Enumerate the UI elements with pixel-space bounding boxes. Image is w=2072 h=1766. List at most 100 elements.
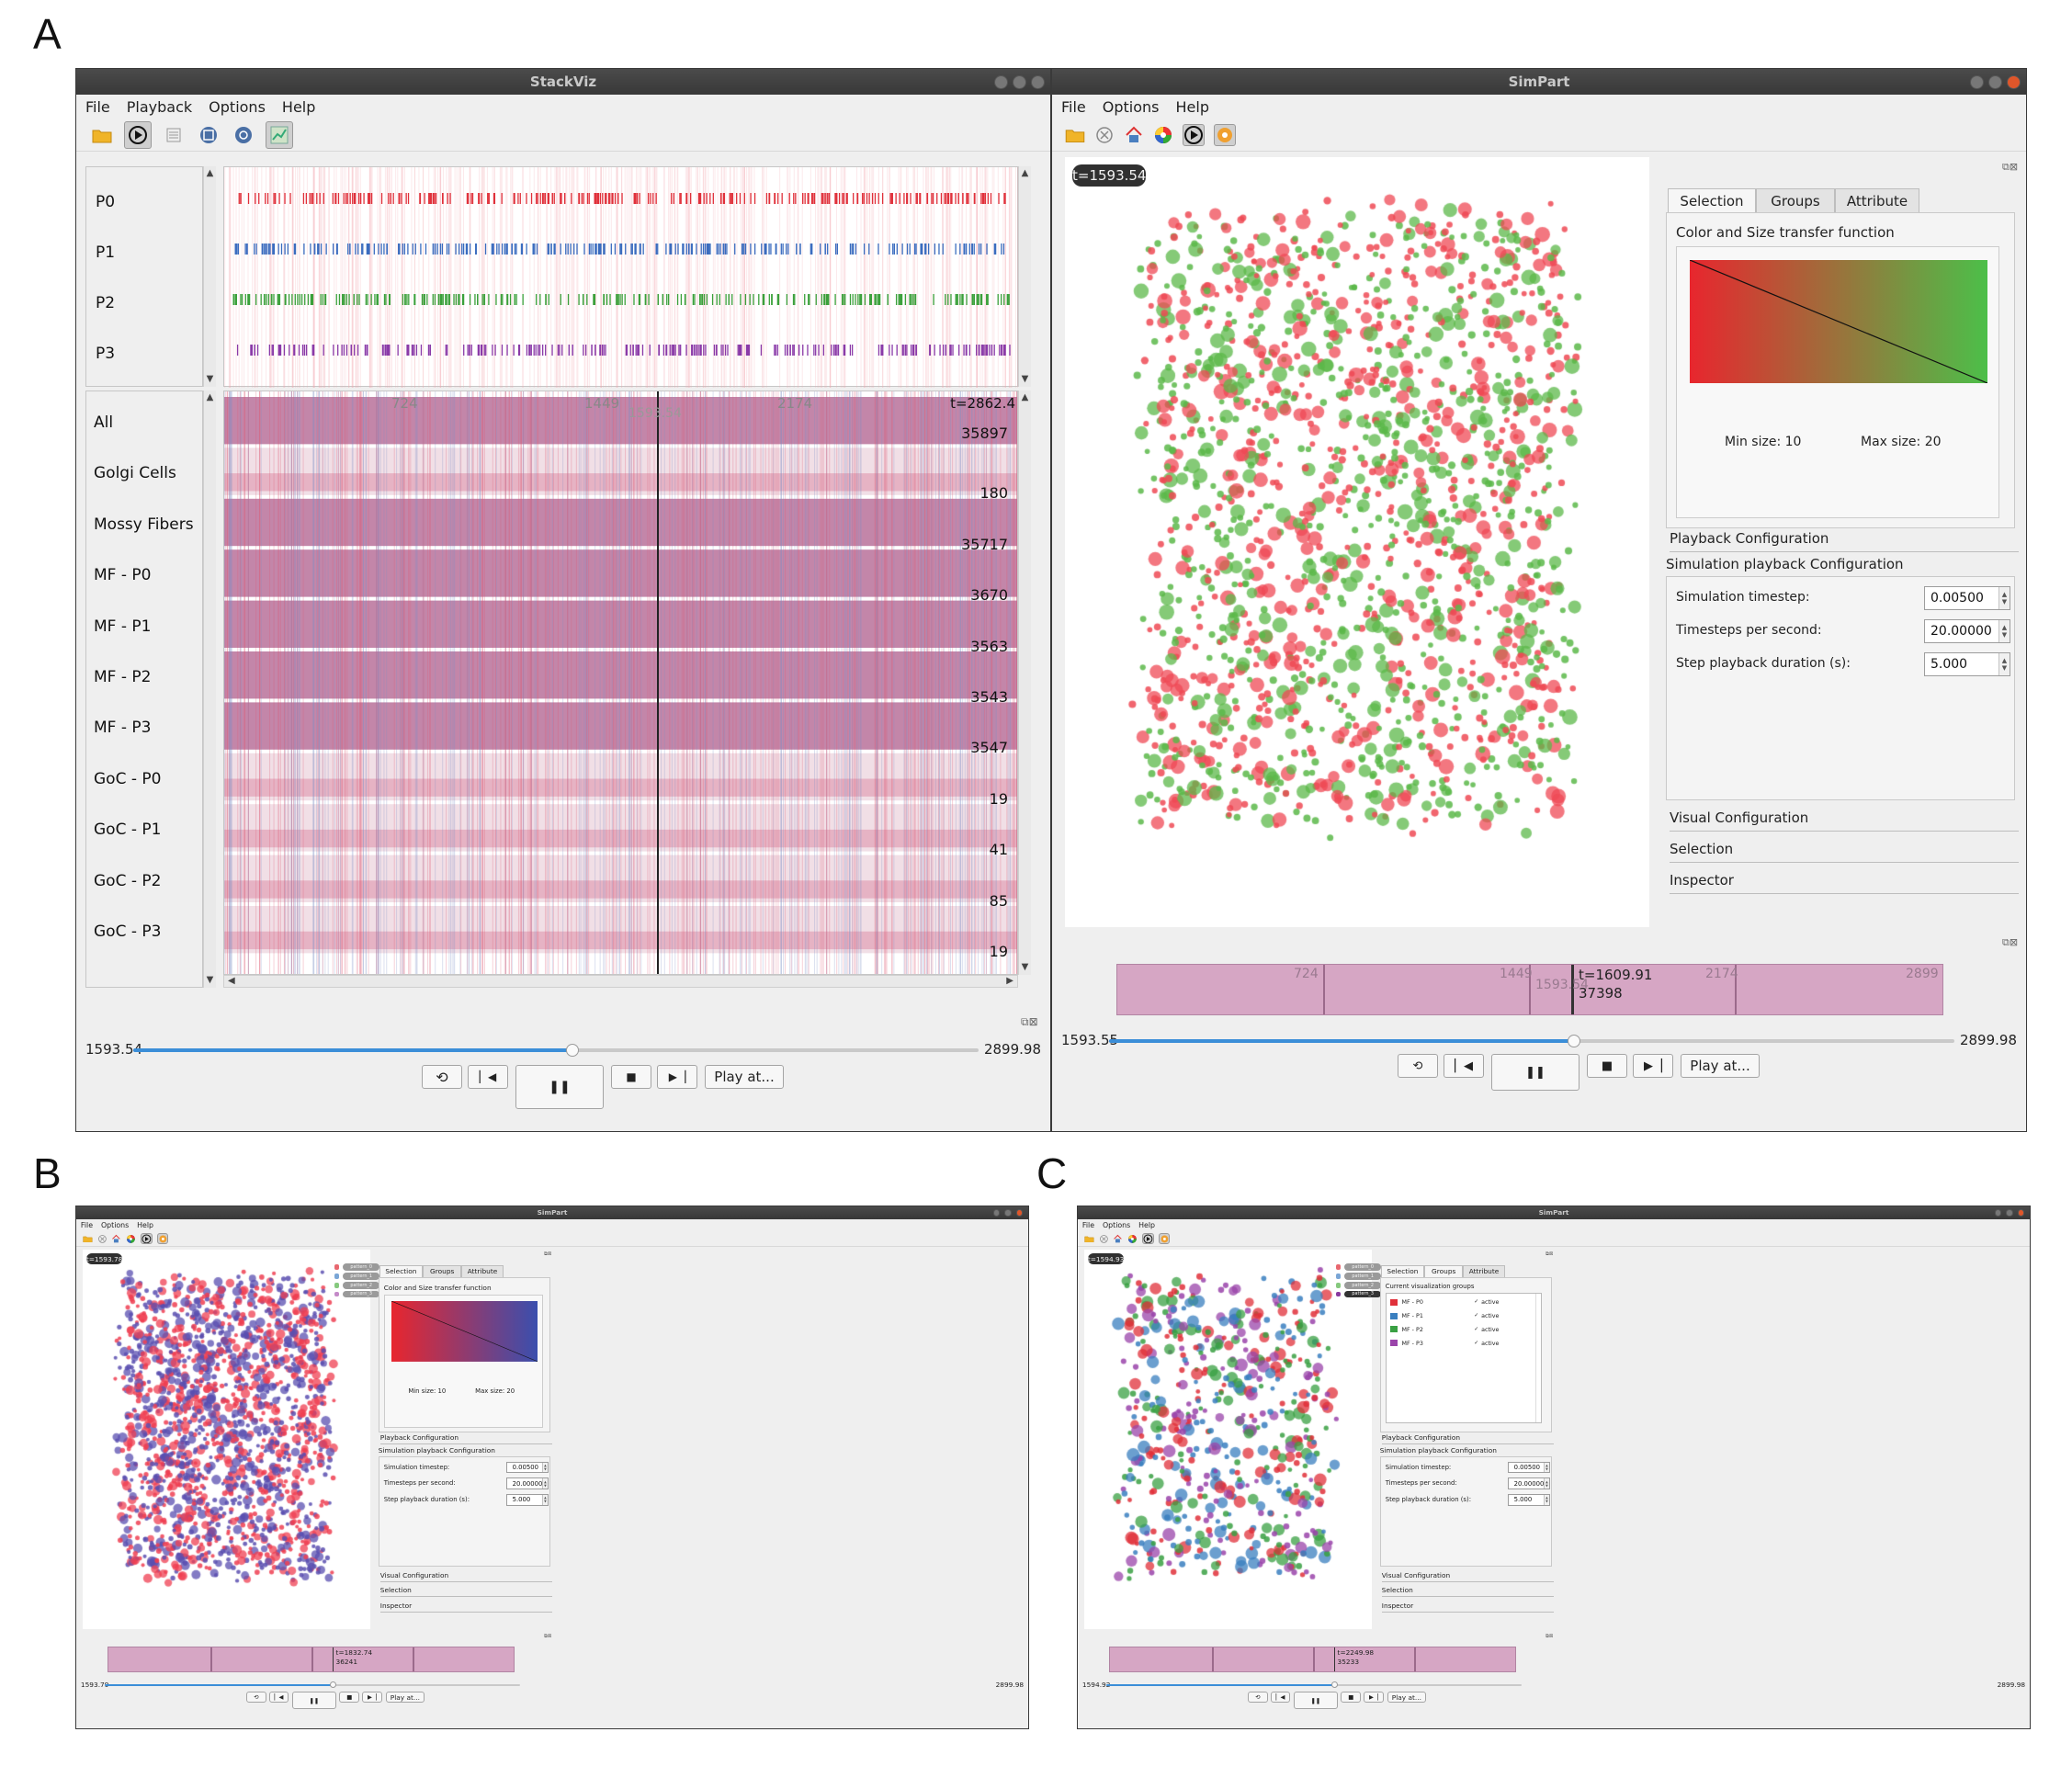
particle-canvas[interactable] [1083,1250,1372,1629]
close-icon[interactable] [1015,1209,1023,1217]
home-icon[interactable] [1124,125,1144,145]
spin-arrows-icon[interactable]: ▲ ▼ [1543,1495,1549,1505]
render-view[interactable]: t=1594.93 pattern_0 pattern_1 pattern_2 … [1083,1250,1382,1629]
spin-arrows-icon[interactable]: ▲ ▼ [1543,1462,1549,1473]
minimize-icon[interactable] [1970,74,1984,89]
home-icon[interactable] [111,1234,121,1244]
menu-file[interactable]: File [85,97,110,116]
stop-button[interactable]: ■ [1341,1691,1362,1704]
zoom-fit-icon[interactable] [196,122,221,148]
raster-scrollbar[interactable]: ▲ ▼ [1018,166,1031,387]
playback-slider[interactable] [104,1681,521,1689]
cancel-icon[interactable] [97,1234,108,1244]
tab-groups[interactable]: Groups [1424,1264,1464,1277]
cancel-icon[interactable] [1099,1234,1109,1244]
field-input[interactable]: 0.00500 ▲ ▼ [505,1461,549,1474]
play-at-button[interactable]: Play at... [705,1065,784,1089]
stack-label-scrollbar[interactable]: ▲ ▼ [203,391,216,988]
transfer-function-chart[interactable] [1690,260,1987,383]
settings-icon[interactable] [156,1232,169,1245]
tab-groups[interactable]: Groups [1756,188,1835,212]
pause-button[interactable]: ❚❚ [515,1065,604,1109]
legend-item[interactable]: pattern_0 [334,1263,380,1271]
menu-options[interactable]: Options [100,1220,130,1229]
step-forward-button[interactable]: ▶▕ [1633,1054,1673,1078]
stop-button[interactable]: ■ [611,1065,651,1089]
spin-arrows-icon[interactable]: ▲ ▼ [1998,587,2010,609]
open-folder-icon[interactable] [1065,127,1085,143]
tab-selection[interactable]: Selection [1380,1264,1425,1277]
section-header[interactable]: Visual Configuration [1670,809,2019,832]
menu-options[interactable]: Options [1102,97,1160,116]
checkbox-icon[interactable]: ✓ [1474,1313,1479,1319]
pause-button[interactable]: ❚❚ [1491,1054,1579,1091]
color-wheel-icon[interactable] [126,1234,136,1244]
playback-config-header[interactable]: Playback Configuration [379,1433,552,1444]
stop-button[interactable]: ■ [339,1691,360,1704]
minimize-icon[interactable] [992,1209,1001,1217]
group-row[interactable]: MF - P1 ✓ active [1389,1310,1535,1321]
slider-handle[interactable] [1568,1035,1580,1047]
dock-buttons[interactable]: ⧉⊠ [1545,1251,1554,1258]
checkbox-icon[interactable]: ✓ [1474,1340,1479,1346]
restart-button[interactable]: ⟲ [1398,1054,1438,1078]
timeline-overview[interactable]: t=2249.98 35233 [1109,1647,1517,1672]
pause-button[interactable]: ❚❚ [1294,1691,1338,1710]
timeline-overview[interactable]: t=1832.74 36241 [108,1647,515,1672]
group-row[interactable]: MF - P3 ✓ active [1389,1338,1535,1349]
menu-playback[interactable]: Playback [126,97,193,116]
section-header[interactable]: Visual Configuration [1381,1571,1554,1582]
play-icon[interactable] [140,1232,153,1245]
menu-options[interactable]: Options [209,97,266,116]
tab-attribute[interactable]: Attribute [1463,1264,1505,1277]
settings-icon[interactable] [1158,1232,1171,1245]
menu-help[interactable]: Help [137,1220,154,1229]
field-input[interactable]: 20.00000 ▲ ▼ [1924,619,2010,643]
pause-button[interactable]: ❚❚ [292,1691,336,1710]
list-scrollbar[interactable] [1534,1293,1541,1423]
spin-arrows-icon[interactable]: ▲ ▼ [1998,653,2010,675]
spin-arrows-icon[interactable]: ▲ ▼ [541,1462,548,1473]
step-forward-button[interactable]: ▶▕ [1364,1691,1384,1704]
spin-arrows-icon[interactable]: ▲ ▼ [541,1495,548,1505]
play-icon[interactable] [1183,123,1205,146]
open-folder-icon[interactable] [1084,1235,1094,1243]
slider-handle[interactable] [1331,1681,1339,1689]
tab-attribute[interactable]: Attribute [461,1264,504,1277]
menu-file[interactable]: File [80,1220,94,1229]
dock-buttons[interactable]: ⧉⊠ [2002,161,2019,173]
section-header[interactable]: Visual Configuration [379,1571,552,1582]
cancel-icon[interactable] [1094,125,1115,145]
restart-button[interactable]: ⟲ [1248,1691,1268,1704]
maximize-icon[interactable] [1004,1209,1012,1217]
minimize-icon[interactable] [994,74,1008,89]
legend-item[interactable]: pattern_3 [334,1290,380,1298]
spin-arrows-icon[interactable]: ▲ ▼ [1543,1478,1549,1489]
group-row[interactable]: MF - P2 ✓ active [1389,1324,1535,1335]
close-icon[interactable] [2017,1209,2024,1217]
open-folder-icon[interactable] [89,122,115,148]
checkbox-icon[interactable]: ✓ [1474,1299,1479,1306]
legend-item[interactable]: pattern_2 [1335,1281,1382,1289]
spin-arrows-icon[interactable]: ▲ ▼ [541,1478,548,1489]
legend-item[interactable]: pattern_1 [1335,1272,1382,1280]
tab-selection[interactable]: Selection [379,1264,424,1277]
playback-config-header[interactable]: Playback Configuration [1670,530,2019,552]
spin-arrows-icon[interactable]: ▲ ▼ [1998,620,2010,642]
timeline-overview[interactable]: 724 1449 1593.54 2174 2899 t=1609.91 37398 [1116,964,1943,1015]
particle-canvas[interactable] [1065,157,1649,927]
dock-buttons[interactable]: ⧉⊠ [1021,1015,1038,1028]
restart-button[interactable]: ⟲ [246,1691,266,1704]
tab-groups[interactable]: Groups [423,1264,462,1277]
tab-attribute[interactable]: Attribute [1835,188,1919,212]
close-icon[interactable] [1031,74,1045,89]
step-forward-button[interactable]: ▶▕ [362,1691,382,1704]
checkbox-icon[interactable]: ✓ [1474,1326,1479,1332]
group-color-swatch[interactable] [1389,1298,1398,1306]
section-header[interactable]: Selection [1381,1586,1554,1598]
playback-slider[interactable] [1105,1681,1523,1689]
settings-icon[interactable] [1214,123,1236,146]
step-back-button[interactable]: ▏◀ [268,1691,289,1704]
section-header[interactable]: Selection [1670,841,2019,863]
legend-item[interactable]: pattern_0 [1335,1263,1382,1271]
